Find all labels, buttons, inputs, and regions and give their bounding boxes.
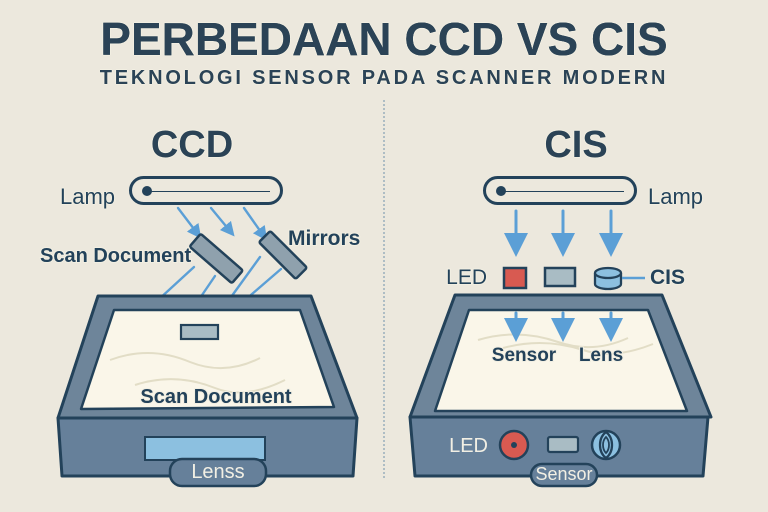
svg-text:LED: LED <box>449 435 488 457</box>
svg-text:Scan Document: Scan Document <box>140 386 291 408</box>
svg-text:LED: LED <box>446 266 487 289</box>
svg-text:Mirrors: Mirrors <box>288 227 360 250</box>
svg-text:CIS: CIS <box>650 266 685 289</box>
svg-text:Sensor: Sensor <box>535 464 592 484</box>
svg-text:Lenss: Lenss <box>191 461 244 483</box>
svg-text:Sensor: Sensor <box>492 345 557 366</box>
svg-text:Lens: Lens <box>579 345 623 366</box>
svg-text:Scan Document: Scan Document <box>40 245 191 267</box>
